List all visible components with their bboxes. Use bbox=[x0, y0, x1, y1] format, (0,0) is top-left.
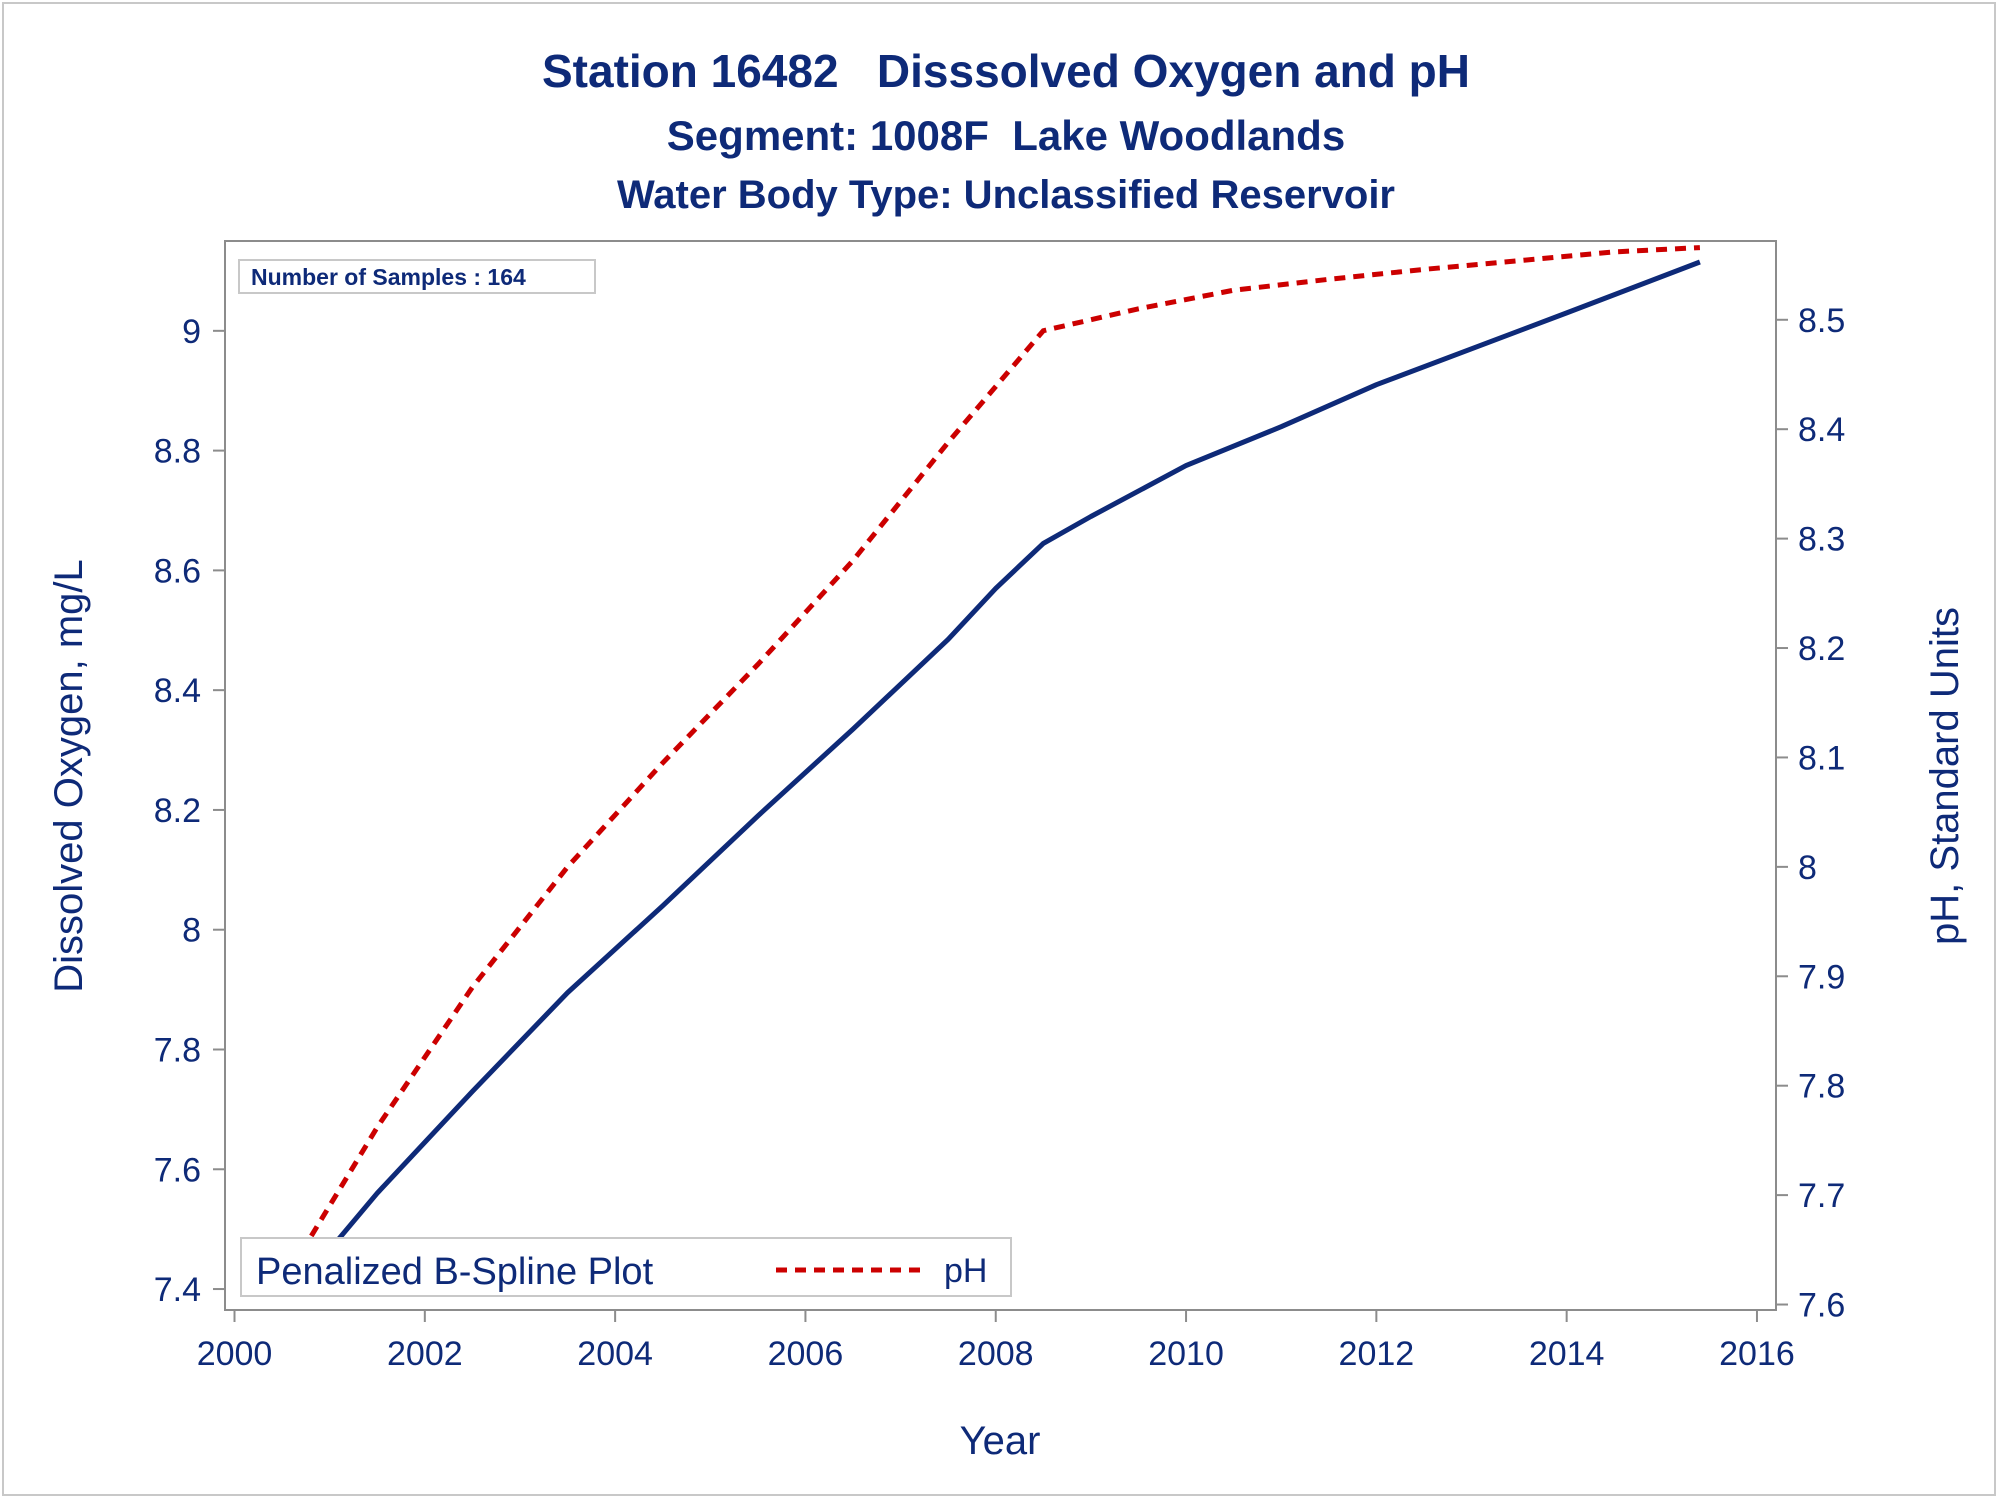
y-right-axis-ticks: 7.6 7.7 7.8 7.9 8 8.1 8.2 8.3 8.4 8.5 bbox=[1776, 302, 1845, 1325]
x-tick-label: 2016 bbox=[1719, 1335, 1795, 1373]
x-tick-label: 2002 bbox=[387, 1335, 463, 1373]
y-right-tick-label: 7.8 bbox=[1798, 1068, 1845, 1106]
legend-entry-ph: pH bbox=[944, 1252, 987, 1290]
x-tick-label: 2010 bbox=[1148, 1335, 1224, 1373]
y-left-axis-label: Dissolved Oxygen, mg/L bbox=[47, 559, 91, 993]
x-tick-label: 2008 bbox=[958, 1335, 1034, 1373]
series-line-ph bbox=[289, 245, 1701, 1270]
y-right-tick-label: 8.2 bbox=[1798, 630, 1845, 668]
sample-count-annotation: Number of Samples : 164 bbox=[251, 264, 526, 290]
chart-title: Station 16482 Disssolved Oxygen and pH bbox=[542, 45, 1470, 97]
y-right-tick-label: 8.1 bbox=[1798, 739, 1845, 777]
y-right-tick-label: 8.5 bbox=[1798, 302, 1845, 340]
y-left-axis-ticks: 7.4 7.6 7.8 8 8.2 8.4 8.6 8.8 9 bbox=[154, 313, 225, 1309]
chart-svg: Station 16482 Disssolved Oxygen and pH S… bbox=[47, 45, 1967, 1463]
y-right-axis-label: pH, Standard Units bbox=[1923, 607, 1967, 945]
x-axis-label: Year bbox=[960, 1419, 1041, 1463]
y-right-tick-label: 7.9 bbox=[1798, 958, 1845, 996]
y-left-tick-label: 8 bbox=[182, 912, 201, 950]
legend-box bbox=[240, 1237, 1012, 1297]
y-left-tick-label: 8.8 bbox=[154, 433, 201, 471]
y-left-tick-label: 8.4 bbox=[154, 672, 201, 710]
y-left-tick-label: 7.8 bbox=[154, 1031, 201, 1069]
x-axis-ticks: 2000 2002 2004 2006 2008 2010 2012 2014 2016 bbox=[197, 1310, 1795, 1373]
sample-count-box bbox=[238, 259, 596, 294]
x-tick-label: 2006 bbox=[768, 1335, 844, 1373]
y-right-tick-label: 7.7 bbox=[1798, 1177, 1845, 1215]
y-right-tick-label: 8.4 bbox=[1798, 411, 1845, 449]
y-left-tick-label: 7.6 bbox=[154, 1151, 201, 1189]
x-tick-label: 2004 bbox=[577, 1335, 653, 1373]
y-left-tick-label: 8.6 bbox=[154, 552, 201, 590]
chart-subtitle-2: Water Body Type: Unclassified Reservoir bbox=[617, 173, 1395, 217]
x-tick-label: 2012 bbox=[1339, 1335, 1415, 1373]
series-line-dissolved-oxygen bbox=[289, 259, 1701, 1297]
y-right-tick-label: 7.6 bbox=[1798, 1287, 1845, 1325]
x-tick-label: 2014 bbox=[1529, 1335, 1605, 1373]
y-left-tick-label: 7.4 bbox=[154, 1271, 201, 1309]
x-tick-label: 2000 bbox=[197, 1335, 273, 1373]
y-right-tick-label: 8.3 bbox=[1798, 521, 1845, 559]
y-left-tick-label: 9 bbox=[182, 313, 201, 351]
legend-title: Penalized B-Spline Plot bbox=[256, 1251, 654, 1293]
plot-area bbox=[224, 240, 1777, 1311]
y-right-tick-label: 8 bbox=[1798, 849, 1817, 887]
chart-subtitle: Segment: 1008F Lake Woodlands bbox=[667, 112, 1345, 159]
y-left-tick-label: 8.2 bbox=[154, 792, 201, 830]
